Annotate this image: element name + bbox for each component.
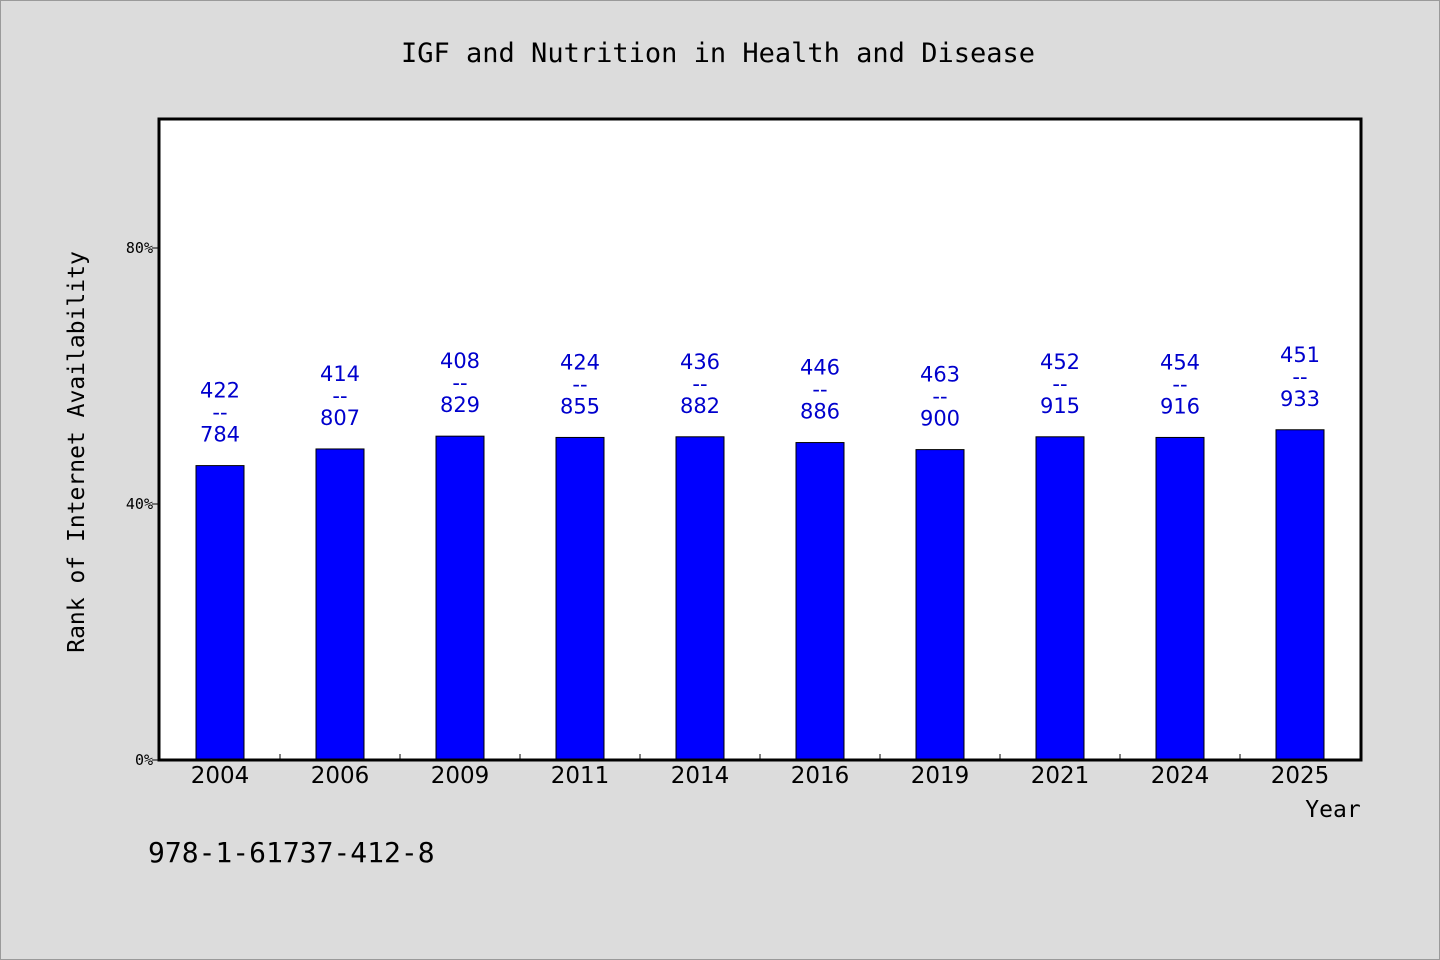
data-label-separator: -- (212, 401, 227, 425)
x-tick-label: 2006 (311, 763, 370, 789)
data-label-top: 463 (920, 363, 960, 387)
y-axis-title: Rank of Internet Availability (64, 251, 90, 653)
data-label-bottom: 916 (1160, 394, 1200, 418)
bar (315, 448, 365, 761)
isbn-label: 978-1-61737-412-8 (148, 836, 435, 869)
data-label-top: 451 (1280, 343, 1320, 367)
y-tick-label: 0% (135, 751, 153, 769)
bar (555, 436, 605, 761)
x-tick-label: 2016 (791, 763, 850, 789)
data-labels-layer: 422--784414--807408--829424--855436--882… (200, 343, 1320, 447)
x-tick-label: 2014 (671, 763, 730, 789)
data-label-top: 446 (800, 356, 840, 380)
data-label-separator: -- (572, 372, 587, 396)
bar (1155, 436, 1205, 761)
data-label-separator: -- (1052, 372, 1067, 396)
data-label-bottom: 829 (440, 393, 480, 417)
bar (1035, 436, 1085, 761)
data-label-top: 454 (1160, 350, 1200, 374)
data-label-bottom: 933 (1280, 387, 1320, 411)
bar (1275, 429, 1325, 761)
y-tick-label: 80% (126, 239, 153, 257)
data-label-bottom: 886 (800, 400, 840, 424)
data-label-top: 452 (1040, 350, 1080, 374)
data-label-separator: -- (692, 372, 707, 396)
data-label-separator: -- (812, 378, 827, 402)
data-label-separator: -- (452, 371, 467, 395)
y-tick-label: 40% (126, 495, 153, 513)
x-tick-label: 2009 (431, 763, 490, 789)
data-label-top: 414 (320, 362, 360, 386)
data-label-separator: -- (1172, 372, 1187, 396)
data-label-separator: -- (932, 385, 947, 409)
data-label-bottom: 784 (200, 423, 240, 447)
x-tick-label: 2021 (1031, 763, 1090, 789)
data-label-top: 408 (440, 349, 480, 373)
x-axis: 2004 2006 2009 2011 2014 2016 2019 2021 2024 2025 (191, 754, 1330, 789)
data-label-bottom: 900 (920, 407, 960, 431)
x-tick-label: 2019 (911, 763, 970, 789)
data-label-separator: -- (332, 384, 347, 408)
x-tick-label: 2025 (1271, 763, 1330, 789)
data-label-bottom: 915 (1040, 394, 1080, 418)
x-tick-label: 2004 (191, 763, 250, 789)
data-label-bottom: 855 (560, 394, 600, 418)
data-label-top: 422 (200, 379, 240, 403)
bar (435, 435, 485, 761)
bar (795, 442, 845, 761)
data-label-bottom: 807 (320, 406, 360, 430)
data-label-top: 436 (680, 350, 720, 374)
bar (915, 449, 965, 761)
data-label-separator: -- (1292, 365, 1307, 389)
chart-title: IGF and Nutrition in Health and Disease (401, 38, 1035, 69)
bars-layer (195, 429, 1325, 761)
bar (195, 465, 245, 761)
y-axis: 0% 40% 80% (126, 239, 160, 769)
x-tick-label: 2011 (551, 763, 610, 789)
data-label-bottom: 882 (680, 394, 720, 418)
bar (675, 436, 725, 761)
x-tick-label: 2024 (1151, 763, 1210, 789)
data-label-top: 424 (560, 350, 600, 374)
x-axis-title: Year (1305, 797, 1360, 823)
